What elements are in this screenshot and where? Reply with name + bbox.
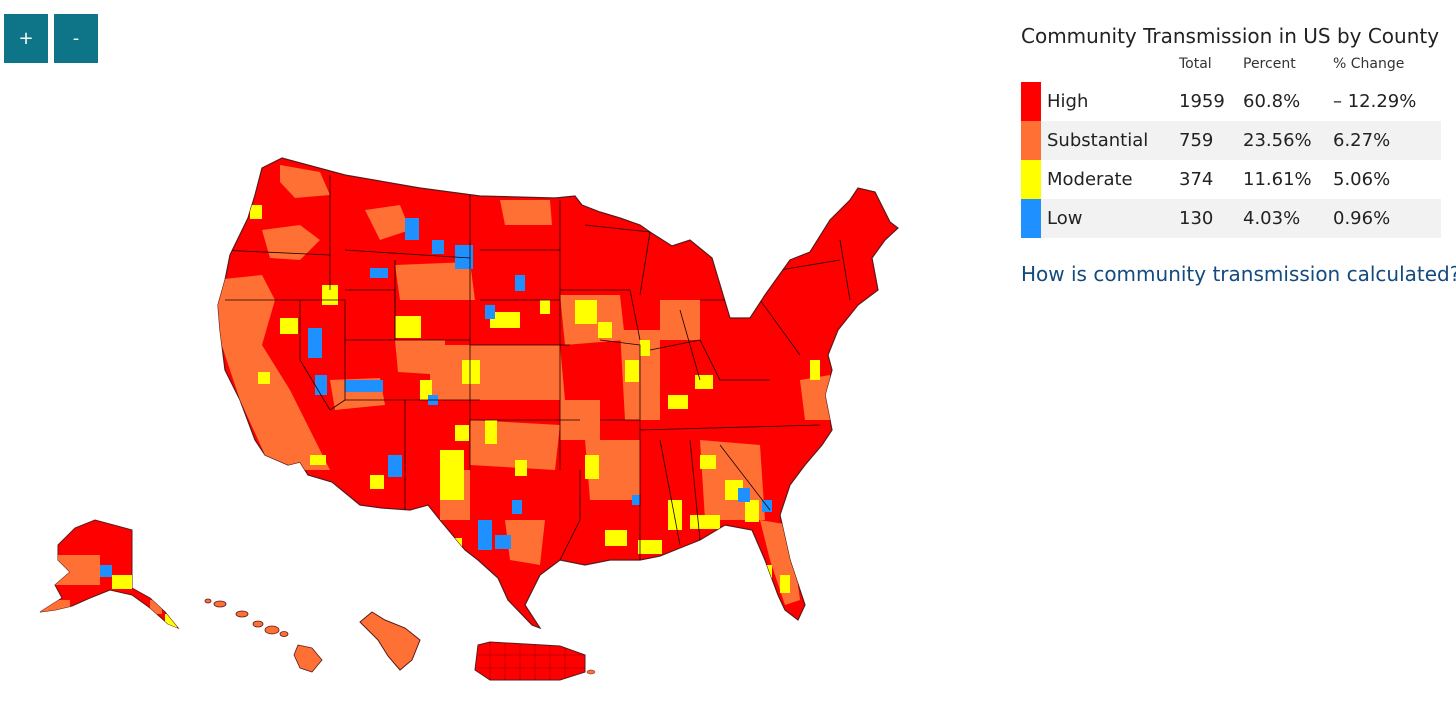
california-region[interactable] <box>215 275 330 470</box>
column-change: % Change <box>1333 56 1405 72</box>
zoom-controls: + - <box>4 14 98 63</box>
legend-total: 130 <box>1179 208 1214 229</box>
transmission-info-link[interactable]: How is community transmission calculated… <box>1021 262 1456 286</box>
county-patches <box>215 165 830 612</box>
zoom-out-button[interactable]: - <box>54 14 98 63</box>
legend-row-moderate: Moderate 374 11.61% 5.06% <box>1021 160 1441 199</box>
legend-percent: 23.56% <box>1243 130 1312 151</box>
legend-total: 1959 <box>1179 91 1225 112</box>
state-borders <box>219 175 851 561</box>
legend-panel: Community Transmission in US by County T… <box>1021 24 1456 286</box>
legend-label: High <box>1047 91 1089 112</box>
zoom-in-button[interactable]: + <box>4 14 48 63</box>
county-transmission-map[interactable] <box>0 0 1000 713</box>
legend-label: Low <box>1047 208 1083 229</box>
legend-title: Community Transmission in US by County <box>1021 24 1440 48</box>
legend-change: 6.27% <box>1333 130 1391 151</box>
guam[interactable] <box>359 611 421 671</box>
legend-label: Substantial <box>1047 130 1149 151</box>
legend-row-low: Low 130 4.03% 0.96% <box>1021 199 1441 238</box>
legend-change: – 12.29% <box>1333 91 1417 112</box>
hawaii[interactable] <box>204 598 323 673</box>
column-percent: Percent <box>1243 56 1296 72</box>
legend-label: Moderate <box>1047 169 1133 190</box>
swatch-low <box>1021 199 1041 238</box>
legend-row-substantial: Substantial 759 23.56% 6.27% <box>1021 121 1441 160</box>
column-total: Total <box>1179 56 1212 72</box>
legend-change: 0.96% <box>1333 208 1391 229</box>
legend-percent: 60.8% <box>1243 91 1301 112</box>
legend-total: 374 <box>1179 169 1214 190</box>
swatch-moderate <box>1021 160 1041 199</box>
legend-header: Total Percent % Change <box>1021 56 1441 82</box>
legend-change: 5.06% <box>1333 169 1391 190</box>
legend-percent: 11.61% <box>1243 169 1312 190</box>
legend-row-high: High 1959 60.8% – 12.29% <box>1021 82 1441 121</box>
puerto-rico[interactable] <box>474 641 586 681</box>
legend-percent: 4.03% <box>1243 208 1301 229</box>
legend-total: 759 <box>1179 130 1214 151</box>
swatch-substantial <box>1021 121 1041 160</box>
swatch-high <box>1021 82 1041 121</box>
